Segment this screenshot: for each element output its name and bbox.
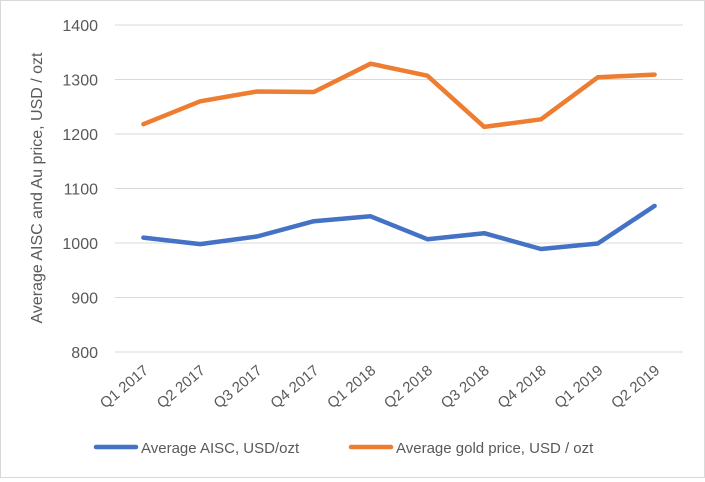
series-line-2 bbox=[141, 61, 657, 130]
y-tick-label: 1300 bbox=[62, 73, 98, 90]
x-tick-label: Q4 2017 bbox=[267, 362, 322, 412]
series-lines bbox=[141, 61, 657, 252]
y-tick-label: 1100 bbox=[64, 182, 99, 199]
x-tick-label: Q1 2018 bbox=[324, 362, 379, 412]
x-tick-label: Q2 2017 bbox=[154, 362, 209, 412]
legend: Average AISC, USD/ozt Average gold price,… bbox=[93, 440, 594, 457]
x-tick-label: Q2 2018 bbox=[381, 362, 436, 412]
legend-item-2: Average gold price, USD / ozt bbox=[348, 440, 594, 457]
y-tick-label: 800 bbox=[71, 345, 98, 362]
series-line-1 bbox=[141, 203, 657, 252]
x-tick-label: Q2 2019 bbox=[608, 362, 663, 412]
y-tick-label: 1400 bbox=[62, 18, 98, 35]
y-tick-label: 900 bbox=[71, 291, 98, 308]
y-tick-label: 1200 bbox=[62, 127, 98, 144]
x-tick-label: Q3 2017 bbox=[211, 362, 266, 412]
x-tick-label: Q1 2019 bbox=[551, 362, 606, 412]
legend-label: Average gold price, USD / ozt bbox=[396, 440, 594, 457]
y-axis-ticks: 800 900 1000 1100 1200 1300 1400 bbox=[62, 18, 98, 362]
y-axis-label: Average AISC and Au price, USD / ozt bbox=[29, 52, 46, 324]
x-axis-ticks: Q1 2017 Q2 2017 Q3 2017 Q4 2017 Q1 2018 Q2 20… bbox=[97, 362, 663, 412]
legend-label: Average AISC, USD/ozt bbox=[141, 440, 300, 457]
legend-item-1: Average AISC, USD/ozt bbox=[93, 440, 300, 457]
x-tick-label: Q1 2017 bbox=[97, 362, 152, 412]
x-tick-label: Q4 2018 bbox=[495, 362, 550, 412]
y-tick-label: 1000 bbox=[62, 236, 98, 253]
x-tick-label: Q3 2018 bbox=[438, 362, 493, 412]
gridlines bbox=[115, 24, 683, 353]
